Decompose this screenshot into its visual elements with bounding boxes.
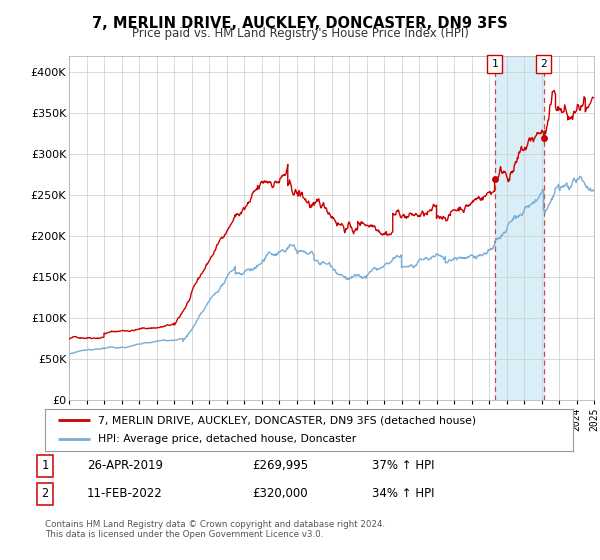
Text: Price paid vs. HM Land Registry's House Price Index (HPI): Price paid vs. HM Land Registry's House … (131, 27, 469, 40)
Text: 37% ↑ HPI: 37% ↑ HPI (372, 459, 434, 473)
Bar (494, 56, 544, 400)
Text: Contains HM Land Registry data © Crown copyright and database right 2024.
This d: Contains HM Land Registry data © Crown c… (45, 520, 385, 539)
Text: 1: 1 (41, 459, 49, 473)
Text: 7, MERLIN DRIVE, AUCKLEY, DONCASTER, DN9 3FS: 7, MERLIN DRIVE, AUCKLEY, DONCASTER, DN9… (92, 16, 508, 31)
Text: 26-APR-2019: 26-APR-2019 (87, 459, 163, 473)
Text: HPI: Average price, detached house, Doncaster: HPI: Average price, detached house, Donc… (98, 435, 356, 445)
Text: 34% ↑ HPI: 34% ↑ HPI (372, 487, 434, 501)
Text: 1: 1 (491, 59, 498, 69)
Text: £269,995: £269,995 (252, 459, 308, 473)
Text: 7, MERLIN DRIVE, AUCKLEY, DONCASTER, DN9 3FS (detached house): 7, MERLIN DRIVE, AUCKLEY, DONCASTER, DN9… (98, 415, 476, 425)
Text: 11-FEB-2022: 11-FEB-2022 (87, 487, 163, 501)
Text: £320,000: £320,000 (252, 487, 308, 501)
Text: 2: 2 (540, 59, 547, 69)
Text: 2: 2 (41, 487, 49, 501)
